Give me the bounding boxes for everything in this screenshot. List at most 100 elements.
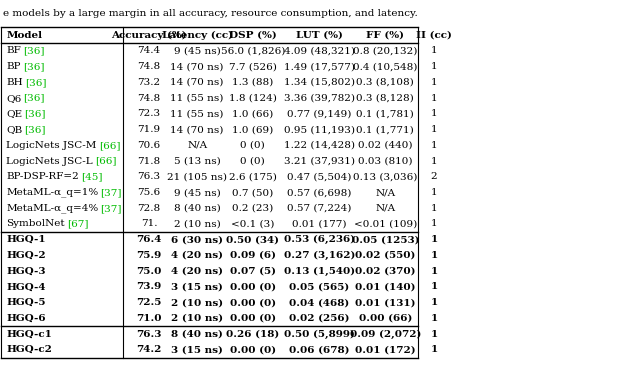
Text: 74.8: 74.8	[138, 62, 161, 71]
Text: 6 (30 ns): 6 (30 ns)	[171, 235, 223, 244]
Text: 0.05 (565): 0.05 (565)	[289, 283, 349, 291]
Text: SymbolNet: SymbolNet	[6, 219, 65, 228]
Text: 2 (10 ns): 2 (10 ns)	[171, 298, 223, 307]
Text: HGQ-c2: HGQ-c2	[6, 345, 52, 354]
Text: 1: 1	[430, 298, 438, 307]
Text: BP-DSP-RF=2: BP-DSP-RF=2	[6, 172, 79, 181]
Text: 71.: 71.	[141, 219, 157, 228]
Text: 1: 1	[430, 314, 438, 323]
Text: [66]: [66]	[99, 141, 120, 150]
Text: 0.7 (50): 0.7 (50)	[232, 188, 273, 197]
Text: <0.1 (3): <0.1 (3)	[231, 219, 275, 228]
Text: 1.0 (69): 1.0 (69)	[232, 125, 273, 134]
Text: 75.9: 75.9	[136, 251, 162, 260]
Text: 1.3 (88): 1.3 (88)	[232, 78, 273, 87]
Text: [37]: [37]	[100, 188, 122, 197]
Text: [36]: [36]	[25, 78, 47, 87]
Text: 0.01 (140): 0.01 (140)	[355, 283, 415, 291]
Text: 1: 1	[431, 204, 437, 213]
Text: 74.8: 74.8	[138, 94, 161, 103]
Text: 4 (20 ns): 4 (20 ns)	[171, 267, 223, 276]
Text: N/A: N/A	[375, 188, 396, 197]
Text: 1: 1	[430, 235, 438, 244]
Text: 1: 1	[431, 94, 437, 103]
Text: 0.2 (23): 0.2 (23)	[232, 204, 273, 213]
Text: QE: QE	[6, 110, 22, 118]
Text: 0.05 (1253): 0.05 (1253)	[351, 235, 419, 244]
Text: 1.22 (14,428): 1.22 (14,428)	[284, 141, 355, 150]
Text: 11 (55 ns): 11 (55 ns)	[170, 94, 224, 103]
Text: 4.09 (48,321): 4.09 (48,321)	[284, 46, 355, 55]
Text: 2 (10 ns): 2 (10 ns)	[173, 219, 221, 228]
Text: 21 (105 ns): 21 (105 ns)	[167, 172, 227, 181]
Text: 3 (15 ns): 3 (15 ns)	[171, 283, 223, 291]
Text: 71.8: 71.8	[138, 157, 161, 166]
Text: [45]: [45]	[81, 172, 102, 181]
Text: BP: BP	[6, 62, 21, 71]
Text: Latency (cc): Latency (cc)	[162, 31, 232, 40]
Text: 1: 1	[430, 267, 438, 276]
Text: 1: 1	[431, 110, 437, 118]
Text: [36]: [36]	[24, 110, 46, 118]
Text: 0.26 (18): 0.26 (18)	[226, 330, 280, 339]
Text: 0.01 (131): 0.01 (131)	[355, 298, 415, 307]
Text: [67]: [67]	[67, 219, 88, 228]
Text: 74.2: 74.2	[136, 345, 162, 354]
Text: 1.0 (66): 1.0 (66)	[232, 110, 273, 118]
Text: 1: 1	[431, 219, 437, 228]
Text: [36]: [36]	[23, 46, 45, 55]
Text: 0.27 (3,162): 0.27 (3,162)	[284, 251, 355, 260]
Text: 0.02 (550): 0.02 (550)	[355, 251, 415, 260]
Text: 75.0: 75.0	[136, 267, 162, 276]
Text: 0.02 (256): 0.02 (256)	[289, 314, 349, 323]
Text: HGQ-2: HGQ-2	[6, 251, 46, 260]
Text: N/A: N/A	[375, 204, 396, 213]
Text: Model: Model	[6, 31, 42, 40]
Text: HGQ-6: HGQ-6	[6, 314, 46, 323]
Text: 76.3: 76.3	[138, 172, 161, 181]
Text: 3.36 (39,782): 3.36 (39,782)	[284, 94, 355, 103]
Text: 5 (13 ns): 5 (13 ns)	[173, 157, 221, 166]
Text: [66]: [66]	[95, 157, 116, 166]
Text: 2 (10 ns): 2 (10 ns)	[171, 314, 223, 323]
Text: 14 (70 ns): 14 (70 ns)	[170, 62, 224, 71]
Text: <0.01 (109): <0.01 (109)	[354, 219, 417, 228]
Text: BH: BH	[6, 78, 23, 87]
Text: [36]: [36]	[24, 94, 45, 103]
Text: 0.1 (1,771): 0.1 (1,771)	[356, 125, 414, 134]
Text: FF (%): FF (%)	[366, 31, 404, 40]
Text: 3 (15 ns): 3 (15 ns)	[171, 345, 223, 354]
Text: 0.3 (8,108): 0.3 (8,108)	[356, 78, 414, 87]
Text: HGQ-4: HGQ-4	[6, 283, 46, 291]
Text: 1: 1	[430, 345, 438, 354]
Text: 8 (40 ns): 8 (40 ns)	[171, 330, 223, 339]
Text: 76.4: 76.4	[136, 235, 162, 244]
Text: 0 (0): 0 (0)	[241, 157, 265, 166]
Text: [36]: [36]	[23, 62, 44, 71]
Text: 1.34 (15,802): 1.34 (15,802)	[284, 78, 355, 87]
Text: 1: 1	[430, 283, 438, 291]
Text: 0.02 (440): 0.02 (440)	[358, 141, 413, 150]
Text: 0.00 (0): 0.00 (0)	[230, 283, 276, 291]
Text: 75.6: 75.6	[138, 188, 161, 197]
Text: 0.8 (20,132): 0.8 (20,132)	[353, 46, 417, 55]
Text: 0 (0): 0 (0)	[241, 141, 265, 150]
Text: Accuracy (%): Accuracy (%)	[111, 31, 187, 40]
Text: 1: 1	[430, 330, 438, 339]
Text: LogicNets JSC-M: LogicNets JSC-M	[6, 141, 97, 150]
Text: 0.47 (5,504): 0.47 (5,504)	[287, 172, 351, 181]
Text: 0.3 (8,128): 0.3 (8,128)	[356, 94, 414, 103]
Text: HGQ-1: HGQ-1	[6, 235, 46, 244]
Text: 0.01 (177): 0.01 (177)	[292, 219, 347, 228]
Text: 0.00 (0): 0.00 (0)	[230, 298, 276, 307]
Text: 0.1 (1,781): 0.1 (1,781)	[356, 110, 414, 118]
Text: 3.21 (37,931): 3.21 (37,931)	[284, 157, 355, 166]
Text: HGQ-5: HGQ-5	[6, 298, 46, 307]
Text: 9 (45 ns): 9 (45 ns)	[173, 46, 221, 55]
Text: Q6: Q6	[6, 94, 22, 103]
Text: 1: 1	[431, 188, 437, 197]
Text: 0.00 (66): 0.00 (66)	[358, 314, 412, 323]
Text: 8 (40 ns): 8 (40 ns)	[173, 204, 221, 213]
Text: 0.07 (5): 0.07 (5)	[230, 267, 276, 276]
Text: 0.13 (1,540): 0.13 (1,540)	[284, 266, 355, 276]
